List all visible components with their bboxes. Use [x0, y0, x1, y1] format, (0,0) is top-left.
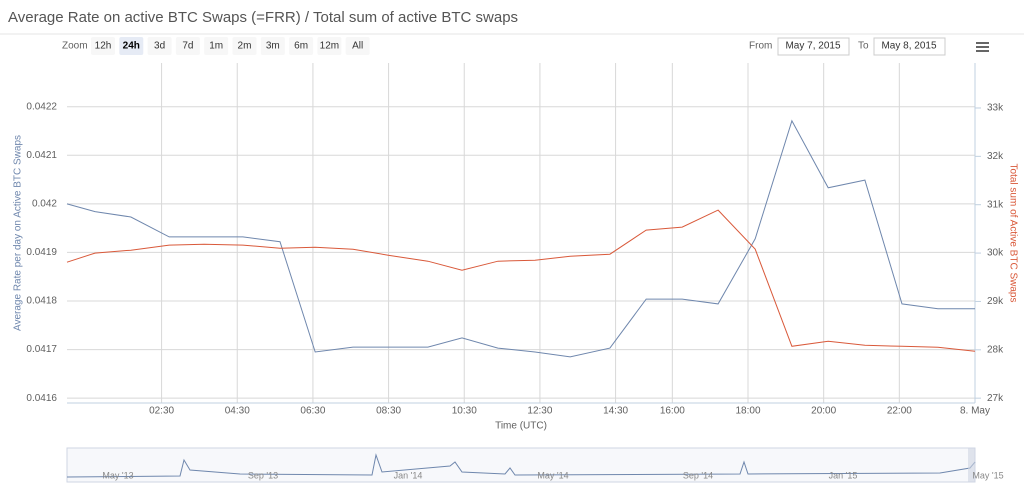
zoom-button[interactable]	[289, 37, 314, 55]
x-axis-title: Time (UTC)	[495, 421, 547, 432]
y2-tick-label: 30k	[987, 248, 1004, 259]
x-tick-label: 12:30	[527, 406, 552, 417]
zoom-button-label: 1m	[209, 41, 223, 52]
navigator-label: Sep '14	[683, 470, 713, 480]
navigator-line	[66, 453, 976, 478]
navigator-label: May '14	[537, 470, 568, 480]
y-tick-label: 0.0421	[26, 150, 57, 161]
from-input[interactable]	[777, 37, 850, 56]
navigator-label: Jan '15	[829, 470, 858, 480]
zoom-button[interactable]	[204, 37, 229, 55]
menu-bar	[976, 46, 989, 48]
y2-tick-label: 31k	[987, 199, 1004, 210]
zoom-label: Zoom	[62, 41, 88, 52]
y-tick-label: 0.0418	[26, 296, 57, 307]
x-tick-label: 10:30	[452, 406, 477, 417]
y-tick-label: 0.042	[32, 198, 57, 209]
zoom-button[interactable]	[175, 37, 200, 55]
from-label: From	[749, 41, 772, 52]
zoom-button-label: 12m	[320, 41, 339, 52]
menu-icon[interactable]	[976, 42, 989, 52]
x-tick-label: 06:30	[300, 406, 325, 417]
x-tick-label: 20:00	[811, 406, 836, 417]
y2-tick-label: 27k	[987, 393, 1004, 404]
zoom-button-label: 2m	[238, 41, 252, 52]
navigator-label: Jan '14	[394, 470, 423, 480]
x-tick-label: 16:00	[660, 406, 685, 417]
y2-tick-label: 28k	[987, 344, 1004, 355]
navigator-label: May '13	[102, 470, 133, 480]
navigator-label: Sep '13	[248, 470, 278, 480]
zoom-button-label: 3m	[266, 41, 280, 52]
zoom-button[interactable]	[147, 37, 172, 55]
zoom-button-label: All	[352, 41, 363, 52]
zoom-button-label: 12h	[95, 41, 112, 52]
to-label: To	[858, 41, 869, 52]
zoom-button[interactable]	[232, 37, 257, 55]
x-tick-label: 02:30	[149, 406, 174, 417]
y-tick-label: 0.0417	[26, 344, 57, 355]
zoom-button[interactable]	[91, 37, 115, 55]
zoom-button-label: 24h	[123, 41, 140, 52]
y2-tick-label: 33k	[987, 103, 1004, 114]
to-input[interactable]	[873, 37, 946, 56]
zoom-button-label: 6m	[294, 41, 308, 52]
x-tick-label: 14:30	[603, 406, 628, 417]
navigator-label: May '15	[972, 470, 1003, 480]
y-axis-title: Average Rate per day on Active BTC Swaps	[13, 135, 24, 331]
y-tick-label: 0.0419	[26, 247, 57, 258]
navigator-window[interactable]	[968, 448, 975, 482]
navigator-box[interactable]	[66, 447, 976, 483]
zoom-button[interactable]	[119, 37, 144, 55]
menu-bar	[976, 42, 989, 44]
series-line	[66, 119, 975, 358]
x-tick-label: 08:30	[376, 406, 401, 417]
y-tick-label: 0.0422	[26, 101, 57, 112]
menu-bar	[976, 50, 989, 52]
x-tick-label: 22:00	[887, 406, 912, 417]
zoom-button[interactable]	[260, 37, 285, 55]
x-tick-label: 04:30	[225, 406, 250, 417]
chart-title: Average Rate on active BTC Swaps (=FRR) …	[8, 9, 518, 26]
zoom-button-label: 3d	[154, 41, 165, 52]
zoom-button[interactable]	[317, 37, 342, 55]
y2-tick-label: 32k	[987, 151, 1004, 162]
zoom-button-label: 7d	[182, 41, 193, 52]
x-tick-label: 8. May	[960, 406, 990, 417]
zoom-button[interactable]	[345, 37, 370, 55]
x-tick-label: 18:00	[735, 406, 760, 417]
y2-axis-title: Total sum of Active BTC Swaps	[1007, 164, 1018, 303]
series-line	[66, 209, 976, 352]
y-tick-label: 0.0416	[26, 393, 57, 404]
to-value: May 8, 2015	[881, 41, 936, 52]
y2-tick-label: 29k	[987, 296, 1004, 307]
from-value: May 7, 2015	[785, 41, 840, 52]
